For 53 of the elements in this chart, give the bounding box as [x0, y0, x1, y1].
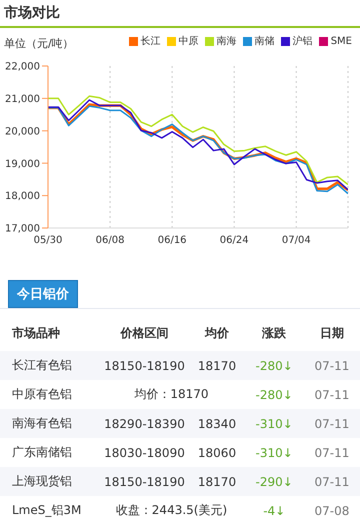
y-tick-label: 18,000 [5, 191, 40, 202]
category-label: 均价 [204, 324, 230, 342]
legend-label: 南海 [216, 34, 237, 48]
x-tick-label: 06/16 [158, 235, 187, 246]
category-label: 日期 [318, 324, 345, 342]
text: 18150-18190 [103, 358, 186, 374]
text: 18150-18190 [103, 474, 186, 490]
text: 07-08 [314, 502, 350, 518]
legend-label: 沪铝 [292, 34, 313, 48]
text: 18030-18090 [103, 444, 186, 462]
text: 18170 [196, 474, 238, 490]
category-label: 市场品种 [11, 324, 61, 342]
text: 中原有色铝 [11, 386, 73, 403]
text: 长江有色铝 [11, 357, 73, 374]
text: 18340 [196, 416, 238, 432]
text: 07-11 [314, 358, 350, 374]
text: -310↓ [254, 444, 294, 462]
text: LmeS_铝3M [11, 502, 82, 518]
x-tick-label: 05/30 [34, 235, 62, 246]
y-tick-label: 17,000 [5, 224, 40, 235]
text: 南海有色铝 [11, 415, 73, 432]
text: 18170 [196, 358, 238, 374]
y-tick-label: 19,000 [5, 158, 40, 170]
text: 07-11 [314, 386, 350, 404]
category-label: 涨跌 [261, 324, 288, 342]
x-tick-label: 07/04 [282, 235, 311, 246]
text: 07-11 [314, 444, 350, 462]
category-label: 价格区间 [119, 324, 170, 342]
legend-label: 长江 [140, 34, 161, 48]
text: -4↓ [262, 502, 286, 518]
x-tick-label: 06/24 [220, 235, 249, 246]
text: -310↓ [254, 416, 294, 432]
text: -280↓ [254, 386, 294, 404]
legend-label: 中原 [178, 34, 199, 48]
y-tick-label: 20,000 [5, 126, 40, 138]
x-tick-label: 06/08 [96, 235, 124, 246]
text: 今日铝价 [8, 280, 78, 308]
y-tick-label: 21,000 [5, 94, 40, 105]
text: -290↓ [254, 474, 294, 490]
text: 上海现货铝 [11, 473, 73, 490]
text: 广东南储铝 [11, 444, 73, 461]
y-axis-title: 单位（元/吨） [4, 36, 74, 51]
text: 均价：18170 [133, 386, 210, 403]
text: 18060 [196, 444, 238, 462]
legend-label: SME [330, 36, 352, 46]
text: 18290-18390 [103, 416, 186, 432]
text: 07-11 [314, 416, 350, 432]
legend-label: 南储 [254, 34, 275, 48]
y-tick-label: 22,000 [5, 62, 40, 73]
text: 07-11 [314, 474, 350, 490]
text: 收盘：2443.5(美元) [114, 502, 228, 518]
chart-title: 市场对比 [3, 4, 60, 22]
text: -280↓ [254, 358, 294, 374]
